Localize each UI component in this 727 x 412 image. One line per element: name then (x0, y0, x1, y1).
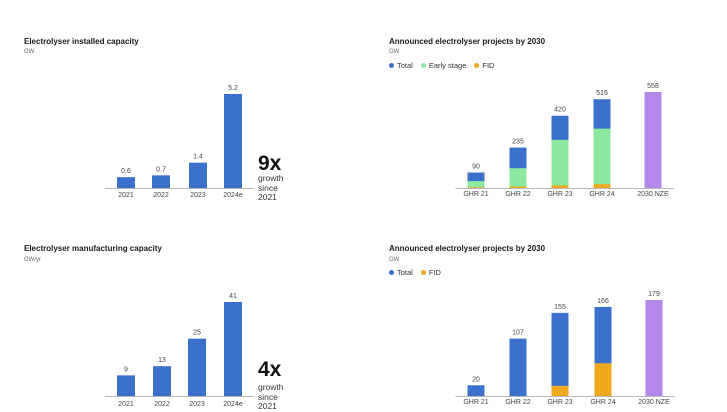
chart-title: Announced electrolyser projects by 2030 (389, 37, 546, 46)
growth-caption-line1: growth (258, 382, 284, 392)
x-tick-label: 2022 (153, 192, 169, 199)
growth-caption: growth since 2021 (258, 382, 284, 412)
data-label: 0.6 (121, 168, 131, 175)
data-label: 558 (647, 83, 659, 90)
legend-fid: FID (474, 61, 494, 70)
x-tick-label: 2030 NZE (637, 191, 669, 198)
x-tick-label: GHR 21 (463, 191, 488, 198)
x-tick-label: 2022 (154, 401, 170, 408)
data-label: 25 (193, 330, 201, 337)
bar-fid (467, 187, 485, 188)
bar-nze (644, 92, 662, 188)
bar (153, 366, 171, 396)
bar (224, 94, 242, 188)
bar-fid (509, 186, 527, 188)
bar (224, 302, 242, 396)
data-label: 5.2 (228, 85, 238, 92)
data-label: 107 (512, 330, 524, 337)
bar-early-stage (593, 128, 611, 188)
legend-early-stage: Early stage (420, 61, 466, 70)
bar (117, 375, 135, 396)
bar-early-stage (509, 168, 527, 188)
legend-fid: FID (420, 268, 441, 277)
x-tick-label: 2021 (118, 401, 134, 408)
data-label: 90 (472, 164, 480, 171)
bar (117, 177, 135, 188)
data-label: 0.7 (156, 166, 166, 173)
bar-nze (645, 300, 663, 396)
growth-caption: growth since 2021 (258, 173, 284, 203)
chart-title: Electrolyser manufacturing capacity (24, 244, 162, 253)
bar-early-stage (551, 139, 569, 188)
data-label: 13 (158, 357, 166, 364)
growth-multiplier: 9x (258, 152, 282, 175)
chart-legend: Total Early stage FID (389, 61, 494, 70)
x-tick-label: 2024e (223, 401, 243, 408)
bar-fid (593, 184, 611, 188)
x-tick-label: 2023 (190, 192, 206, 199)
bar-total (509, 338, 527, 396)
x-tick-label: GHR 21 (463, 399, 488, 406)
chart-title: Electrolyser installed capacity (24, 37, 139, 46)
x-tick-label: GHR 22 (505, 191, 530, 198)
data-label: 1.4 (193, 154, 203, 161)
x-tick-label: 2030 NZE (638, 399, 670, 406)
legend-total-swatch (389, 270, 394, 275)
legend-fid-swatch (420, 270, 426, 275)
bar-total (551, 312, 569, 396)
bar-fid (594, 363, 612, 396)
chart-unit: GW (389, 49, 400, 55)
data-label: 235 (512, 139, 524, 146)
bar (152, 175, 170, 188)
bar (189, 162, 207, 188)
data-label: 179 (648, 291, 660, 298)
growth-multiplier: 4x (258, 358, 282, 381)
data-label: 9 (124, 366, 128, 373)
data-label: 166 (597, 298, 609, 305)
chart-unit: GW (389, 257, 400, 263)
chart-title: Announced electrolyser projects by 2030 (389, 244, 546, 253)
chart-unit: GW (24, 49, 35, 55)
growth-caption-line1: growth (258, 173, 284, 183)
legend-total: Total (389, 61, 413, 70)
x-tick-label: GHR 24 (590, 399, 615, 406)
chart-legend: Total FID (389, 268, 441, 277)
bar (188, 338, 206, 396)
x-tick-label: GHR 22 (505, 399, 530, 406)
x-tick-label: GHR 24 (589, 191, 614, 198)
x-tick-label: 2023 (189, 401, 205, 408)
bar-total (467, 385, 485, 396)
growth-caption-line2: since 2021 (258, 391, 278, 411)
chart-unit: GW/yr (24, 257, 41, 263)
x-tick-label: GHR 23 (547, 399, 572, 406)
bar-fid (551, 385, 569, 396)
bar-fid (551, 185, 569, 188)
data-label: 20 (472, 376, 480, 383)
growth-caption-line2: since 2021 (258, 182, 278, 202)
x-tick-label: 2021 (118, 192, 134, 199)
data-label: 516 (596, 90, 608, 97)
legend-total: Total (389, 268, 413, 277)
data-label: 420 (554, 107, 566, 114)
legend-total-swatch (389, 63, 394, 68)
x-tick-label: 2024e (223, 192, 243, 199)
data-label: 41 (229, 293, 237, 300)
bar-early-stage (467, 181, 485, 188)
data-label: 155 (554, 304, 566, 311)
legend-fid-swatch (474, 63, 480, 68)
legend-early-swatch (420, 63, 426, 68)
x-tick-label: GHR 23 (547, 191, 572, 198)
